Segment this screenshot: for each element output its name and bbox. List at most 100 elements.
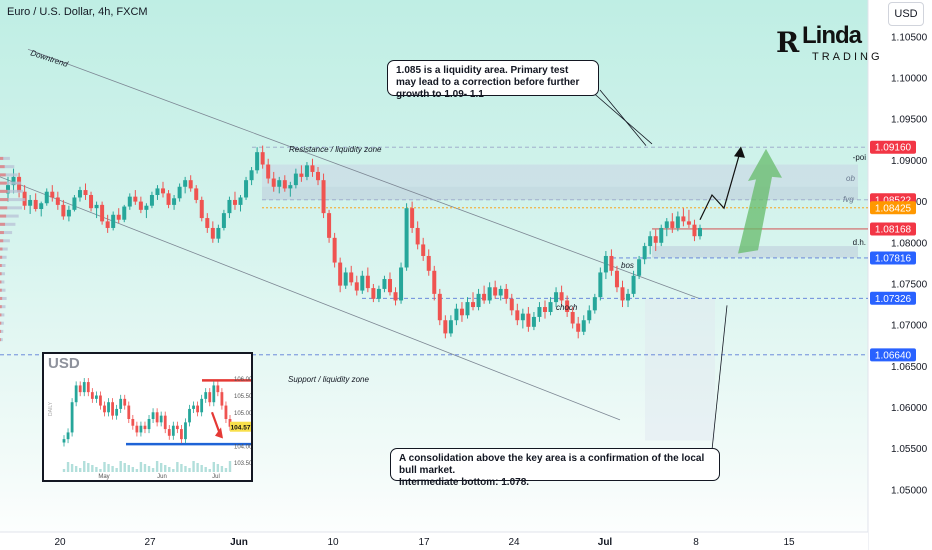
inset-candle-body [74, 385, 78, 403]
candle-body [94, 204, 99, 209]
level-tag [870, 140, 916, 154]
candle-body [199, 199, 204, 219]
note-top-pointer-2 [599, 89, 647, 146]
inset-candle-body [216, 385, 220, 393]
candle-body [531, 316, 536, 327]
ob-label: ob [846, 174, 855, 183]
candle-body [161, 188, 166, 194]
time-axis-bg [0, 532, 868, 550]
y-tick-label: 1.06500 [891, 362, 928, 373]
y-tick-label: 1.07000 [891, 321, 928, 332]
candle-body [77, 190, 82, 198]
candle-body [61, 204, 66, 217]
candle-body [620, 287, 625, 301]
x-tick-label: 8 [693, 537, 699, 548]
inset-candle-body [192, 405, 195, 409]
level-tag-label: 1.07326 [875, 294, 912, 305]
candle-body [587, 310, 592, 321]
inset-candle-body [90, 392, 94, 399]
inset-candle-body [204, 392, 208, 399]
candle-body [349, 272, 354, 283]
x-tick-label: Jun [230, 537, 248, 548]
candle-body [509, 298, 514, 311]
inset-y-tick: 105.50 [234, 394, 251, 400]
candle-body [559, 292, 564, 301]
volume-profile-bar [0, 255, 7, 259]
level-tag [870, 222, 916, 236]
choch-label: choch [556, 303, 578, 312]
inset-volume-bar [196, 463, 199, 472]
inset-volume-bar [99, 469, 102, 472]
candle-body [293, 173, 298, 186]
inset-x-tick: Jul [212, 474, 220, 480]
candle-body [327, 213, 332, 238]
candle-body [210, 227, 215, 239]
inset-candle-body [139, 425, 143, 433]
candle-body [465, 302, 470, 316]
level-tag [870, 251, 916, 265]
inset-candle-body [119, 398, 123, 409]
candle-body [122, 206, 127, 220]
candle-body [565, 300, 570, 312]
y-tick-label: 1.09000 [891, 156, 928, 167]
candle-body [116, 214, 121, 220]
candle-body [542, 307, 547, 312]
candle-body [526, 313, 531, 327]
inset-price-tag [230, 421, 251, 432]
inset-volume-bar [188, 468, 191, 472]
inset-candle-body [180, 429, 183, 440]
inset-volume-bar [172, 469, 175, 472]
level-tag-label: 1.09160 [875, 143, 912, 154]
projection-zone [645, 298, 715, 441]
volume-profile-bar [0, 305, 6, 309]
candle-body [659, 227, 664, 243]
volume-profile-bar [0, 222, 16, 226]
currency-button[interactable]: USD [888, 2, 924, 26]
x-tick-label: 15 [783, 537, 795, 548]
inset-y-tick: 106.00 [234, 377, 251, 383]
logo-mark: R [776, 26, 800, 59]
green-up-arrow [738, 148, 782, 254]
inset-volume-bar [107, 464, 110, 472]
note-top-text: 1.085 is a liquidity area. Primary test … [396, 65, 580, 100]
downtrend-label: Downtrend [29, 48, 69, 69]
volume-profile-bar-red [0, 206, 8, 210]
volume-profile-bar-red [0, 239, 4, 243]
candle-body [487, 287, 492, 301]
candle-body [482, 293, 487, 301]
inset-volume-bar [228, 461, 232, 472]
inset-candle-body [66, 432, 70, 440]
volume-profile-bar [0, 173, 18, 177]
inset-candle-body [78, 385, 82, 393]
inset-volume-bar [91, 465, 94, 472]
y-tick-label: 1.10000 [891, 74, 928, 85]
note-bottom: A consolidation above the key area is a … [390, 448, 720, 488]
inset-volume-bar [151, 468, 155, 472]
inset-candle-body [175, 425, 179, 430]
candle-body [581, 320, 586, 332]
x-tick-label: 17 [418, 537, 430, 548]
volume-profile-bar [0, 156, 10, 160]
candle-body [554, 292, 559, 303]
candle-body [50, 191, 55, 198]
candle-body [698, 227, 702, 237]
inset-volume-bar [208, 469, 211, 472]
candle-body [631, 275, 636, 294]
volume-profile-bar-red [0, 165, 5, 169]
candle-body [321, 180, 326, 214]
candle-body [227, 199, 232, 214]
volume-profile-bar-red [0, 264, 2, 267]
candle-body [343, 272, 348, 286]
volume-profile-bar-red [0, 247, 3, 251]
candle-body [232, 199, 237, 205]
candle-body [249, 170, 254, 181]
candle-body [603, 255, 608, 273]
volume-profile-bar [0, 288, 6, 292]
candle-body [454, 308, 459, 321]
inset-y-tick: 103.50 [234, 461, 251, 467]
note-bottom-pointer [711, 305, 728, 451]
candle-body [216, 227, 221, 239]
candle-body [537, 307, 542, 317]
inset-candle-body [147, 419, 151, 430]
candle-body [266, 164, 271, 179]
